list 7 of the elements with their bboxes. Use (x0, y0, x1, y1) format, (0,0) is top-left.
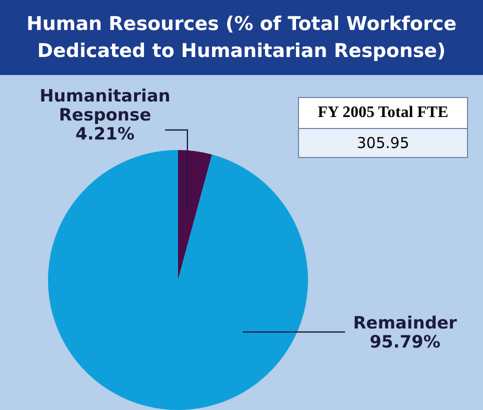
data-label: 95.79% (370, 332, 440, 352)
text: 305.95 (299, 129, 467, 157)
chart-title: Human Resources (% of Total Workforce Dedicated to Humanitarian Response) (0, 0, 483, 75)
text: FY 2005 Total FTE (299, 98, 467, 129)
data-label: 4.21% (76, 124, 134, 144)
slice-label: Humanitarian Response (40, 86, 170, 126)
slice-label: Remainder (353, 313, 458, 334)
